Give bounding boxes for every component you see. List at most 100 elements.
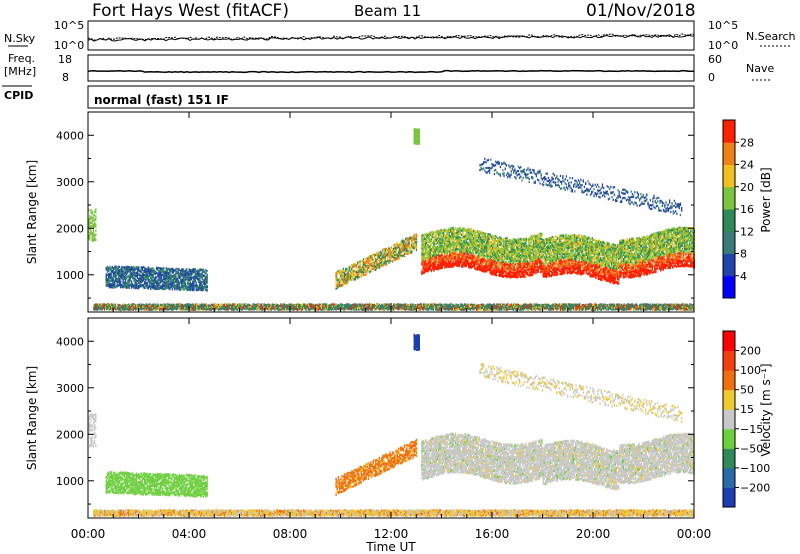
scatter-pixel — [146, 283, 147, 285]
scatter-pixel — [472, 307, 473, 309]
scatter-pixel — [223, 307, 224, 309]
scatter-pixel — [103, 305, 104, 307]
scatter-pixel — [125, 284, 126, 286]
scatter-pixel — [128, 277, 129, 279]
scatter-pixel — [242, 304, 243, 306]
scatter-pixel — [418, 304, 419, 306]
scatter-pixel — [350, 305, 351, 307]
scatter-pixel — [150, 268, 151, 270]
scatter-pixel — [199, 303, 200, 305]
freq-left-tick-top: 18 — [58, 53, 72, 66]
scatter-pixel — [469, 307, 470, 309]
scatter-pixel — [517, 305, 518, 307]
scatter-pixel — [152, 308, 153, 310]
scatter-pixel — [193, 309, 194, 311]
scatter-pixel — [273, 308, 274, 310]
scatter-pixel — [376, 307, 377, 309]
scatter-pixel — [152, 271, 153, 273]
scatter-pixel — [457, 304, 458, 306]
scatter-pixel — [164, 282, 165, 284]
scatter-pixel — [334, 308, 335, 310]
scatter-pixel — [174, 284, 175, 286]
scatter-pixel — [167, 308, 168, 310]
scatter-pixel — [226, 303, 227, 305]
scatter-pixel — [108, 285, 109, 287]
scatter-pixel — [229, 307, 230, 309]
scatter-pixel — [170, 269, 171, 271]
scatter-pixel — [93, 217, 94, 219]
scatter-pixel — [455, 303, 456, 305]
scatter-pixel — [106, 304, 107, 306]
scatter-pixel — [110, 279, 111, 281]
scatter-pixel — [301, 307, 302, 309]
scatter-pixel — [241, 305, 242, 307]
scatter-pixel — [144, 274, 145, 276]
scatter-pixel — [149, 268, 150, 270]
scatter-pixel — [166, 277, 167, 279]
scatter-pixel — [202, 273, 203, 275]
scatter-pixel — [143, 308, 144, 310]
scatter-pixel — [133, 280, 134, 282]
scatter-pixel — [115, 276, 116, 278]
scatter-pixel — [398, 306, 399, 308]
scatter-pixel — [193, 278, 194, 280]
scatter-pixel — [182, 272, 183, 274]
scatter-pixel — [179, 285, 180, 287]
scatter-pixel — [130, 270, 131, 272]
scatter-pixel — [371, 304, 372, 306]
scatter-pixel — [251, 306, 252, 308]
scatter-pixel — [399, 307, 400, 309]
scatter-pixel — [329, 308, 330, 310]
scatter-pixel — [391, 303, 392, 305]
scatter-pixel — [170, 304, 171, 306]
scatter-pixel — [394, 305, 395, 307]
scatter-pixel — [441, 306, 442, 308]
scatter-pixel — [363, 308, 364, 310]
scatter-pixel — [108, 276, 109, 278]
scatter-pixel — [138, 286, 139, 288]
scatter-pixel — [111, 306, 112, 308]
scatter-pixel — [448, 309, 449, 311]
scatter-pixel — [309, 303, 310, 305]
scatter-pixel — [131, 283, 132, 285]
scatter-pixel — [94, 239, 95, 241]
scatter-pixel — [131, 307, 132, 309]
scatter-pixel — [182, 288, 183, 290]
scatter-pixel — [194, 278, 195, 280]
scatter-pixel — [122, 281, 123, 283]
scatter-pixel — [315, 304, 316, 306]
scatter-pixel — [304, 304, 305, 306]
scatter-pixel — [419, 305, 420, 307]
scatter-pixel — [148, 303, 149, 305]
scatter-pixel — [164, 278, 165, 280]
scatter-pixel — [434, 307, 435, 309]
scatter-pixel — [151, 270, 152, 272]
scatter-pixel — [199, 285, 200, 287]
scatter-pixel — [259, 308, 260, 310]
scatter-pixel — [478, 309, 479, 311]
scatter-pixel — [350, 308, 351, 310]
scatter-pixel — [124, 285, 125, 287]
scatter-pixel — [399, 304, 400, 306]
scatter-pixel — [95, 239, 96, 241]
scatter-pixel — [124, 273, 125, 275]
scatter-pixel — [109, 304, 110, 306]
scatter-pixel — [124, 276, 125, 278]
scatter-pixel — [155, 308, 156, 310]
scatter-pixel — [155, 278, 156, 280]
scatter-pixel — [449, 308, 450, 310]
scatter-pixel — [338, 304, 339, 306]
freq-label-line1: Freq. — [8, 52, 35, 65]
scatter-pixel — [107, 269, 108, 271]
scatter-pixel — [379, 307, 380, 309]
scatter-pixel — [185, 308, 186, 310]
scatter-pixel — [353, 303, 354, 305]
scatter-pixel — [109, 274, 110, 276]
scatter-pixel — [176, 271, 177, 273]
scatter-pixel — [355, 308, 356, 310]
scatter-pixel — [193, 305, 194, 307]
scatter-pixel — [197, 278, 198, 280]
scatter-pixel — [173, 307, 174, 309]
scatter-pixel — [505, 306, 506, 308]
